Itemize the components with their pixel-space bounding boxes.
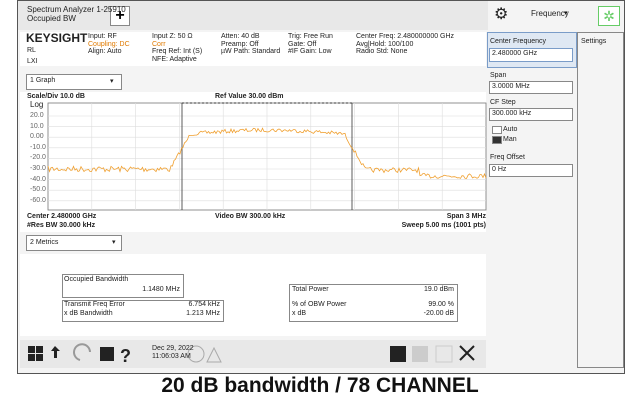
span-input[interactable]	[489, 81, 573, 94]
metric-label: Transmit Freq Error	[64, 301, 125, 308]
cf-step-value: 300.000 kHz	[492, 110, 532, 117]
brand: KEYSIGHT	[26, 31, 88, 45]
freq-offset-label: Freq Offset	[490, 154, 525, 161]
res-bw: #Res BW 30.000 kHz	[27, 222, 96, 229]
cf-input[interactable]	[489, 48, 573, 62]
video-bw: Video BW 300.00 kHz	[215, 213, 286, 220]
settings-tab[interactable]	[577, 32, 624, 368]
cf-step-input[interactable]	[489, 108, 573, 121]
span-label: Span	[490, 72, 507, 79]
auto-label: Auto	[503, 126, 518, 133]
metric-value: 6.754 kHz	[188, 301, 220, 308]
status-bar	[20, 32, 486, 66]
y-label: -50.0	[30, 186, 46, 194]
taskbar	[20, 340, 486, 368]
status-text: Avg|Hold: 100/100	[356, 40, 414, 48]
status-text: µW Path: Standard	[221, 48, 281, 55]
metric-label: Total Power	[292, 286, 329, 293]
gear-icon[interactable]: ⚙	[494, 6, 509, 23]
left-table	[62, 300, 224, 322]
busy-icon: ✲	[598, 6, 620, 26]
svg-text:?: ?	[120, 346, 131, 366]
status-text: Trig: Free Run	[288, 33, 333, 40]
ref-value: Ref Value 30.00 dBm	[215, 93, 284, 100]
man-label: Man	[503, 136, 517, 143]
y-label: -20.0	[30, 154, 46, 162]
y-label: -60.0	[30, 196, 46, 204]
log-label: Log	[30, 100, 44, 109]
add-button[interactable]: +	[110, 6, 130, 26]
metric-label: x dB	[292, 310, 307, 317]
y-label: -10.0	[30, 143, 46, 151]
arrow: ▾	[110, 78, 114, 85]
metric-value: 1.213 MHz	[186, 310, 220, 317]
sweep: Sweep 5.00 ms (1001 pts)	[401, 222, 486, 229]
date: Dec 29, 2022	[152, 345, 194, 352]
freq-offset-value: 0 Hz	[492, 166, 507, 173]
rl: RL	[27, 47, 36, 54]
status-text: Preamp: Off	[221, 40, 259, 48]
right-table	[289, 284, 458, 322]
status-text: Center Freq: 2.480000000 GHz	[356, 33, 455, 40]
graph-selector: 1 Graph	[30, 77, 56, 84]
obw-label: Occupied Bandwidth	[64, 276, 129, 283]
cf-step-label: CF Step	[490, 99, 516, 106]
icons: ?	[28, 343, 475, 366]
span: Span 3 MHz	[446, 213, 486, 220]
status-text: Corr	[152, 40, 166, 48]
center-freq: Center 2.480000 GHz	[27, 213, 97, 220]
status-text: #IF Gain: Low	[288, 48, 332, 55]
arrow: ▾	[112, 239, 116, 246]
status-text: Radio Std: None	[356, 48, 408, 55]
y-label: 20.0	[30, 112, 44, 119]
auto-radio[interactable]	[492, 126, 502, 134]
mode-name: Occupied BW	[27, 14, 76, 23]
caption: 20 dB bandwidth / 78 CHANNEL	[161, 374, 479, 397]
y-label: -30.0	[30, 165, 46, 172]
metric-value: 99.00 %	[428, 301, 454, 308]
status-text: Atten: 40 dB	[221, 33, 260, 40]
obw-value: 1.1480 MHz	[142, 286, 180, 293]
app-title: Spectrum Analyzer 1-25910	[27, 5, 126, 14]
status-text: NFE: Adaptive	[152, 55, 197, 63]
scale-div: Scale/Div 10.0 dB	[27, 93, 85, 100]
menu-label: Frequency	[531, 9, 569, 18]
top-bar	[18, 1, 488, 30]
metric-value: 19.0 dBm	[424, 286, 454, 293]
y-label: 0.00	[30, 133, 44, 141]
status-text: Input Z: 50 Ω	[152, 33, 193, 40]
cf-tab-label: Center Frequency	[490, 38, 547, 45]
status-text: Coupling: DC	[88, 40, 130, 48]
obw-box	[62, 274, 184, 298]
cf-value: 2.480000 GHz	[492, 50, 538, 57]
status-text: Freq Ref: Int (S)	[152, 48, 203, 55]
freq-offset-input[interactable]	[489, 164, 573, 177]
man-radio[interactable]	[492, 136, 502, 144]
y-label: -40.0	[30, 175, 46, 183]
metric-label: % of OBW Power	[292, 301, 347, 308]
settings-label: Settings	[581, 38, 607, 45]
status-text: Align: Auto	[88, 48, 122, 55]
y-label: 10.0	[30, 122, 44, 130]
metrics-selector: 2 Metrics	[30, 239, 59, 246]
time: 11:06:03 AM	[152, 353, 191, 360]
metrics-dropdown[interactable]	[26, 235, 122, 251]
status-text: Gate: Off	[288, 40, 317, 48]
metric-label: x dB Bandwidth	[64, 310, 113, 317]
lxi: LXI	[27, 58, 38, 65]
metric-value: -20.00 dB	[423, 310, 454, 317]
trace	[47, 127, 487, 179]
status-text: Input: RF	[88, 33, 117, 40]
span-value: 3.0000 MHz	[492, 83, 530, 90]
graph-dropdown[interactable]	[26, 74, 122, 90]
menu-arrow[interactable]: ▾	[564, 10, 568, 17]
